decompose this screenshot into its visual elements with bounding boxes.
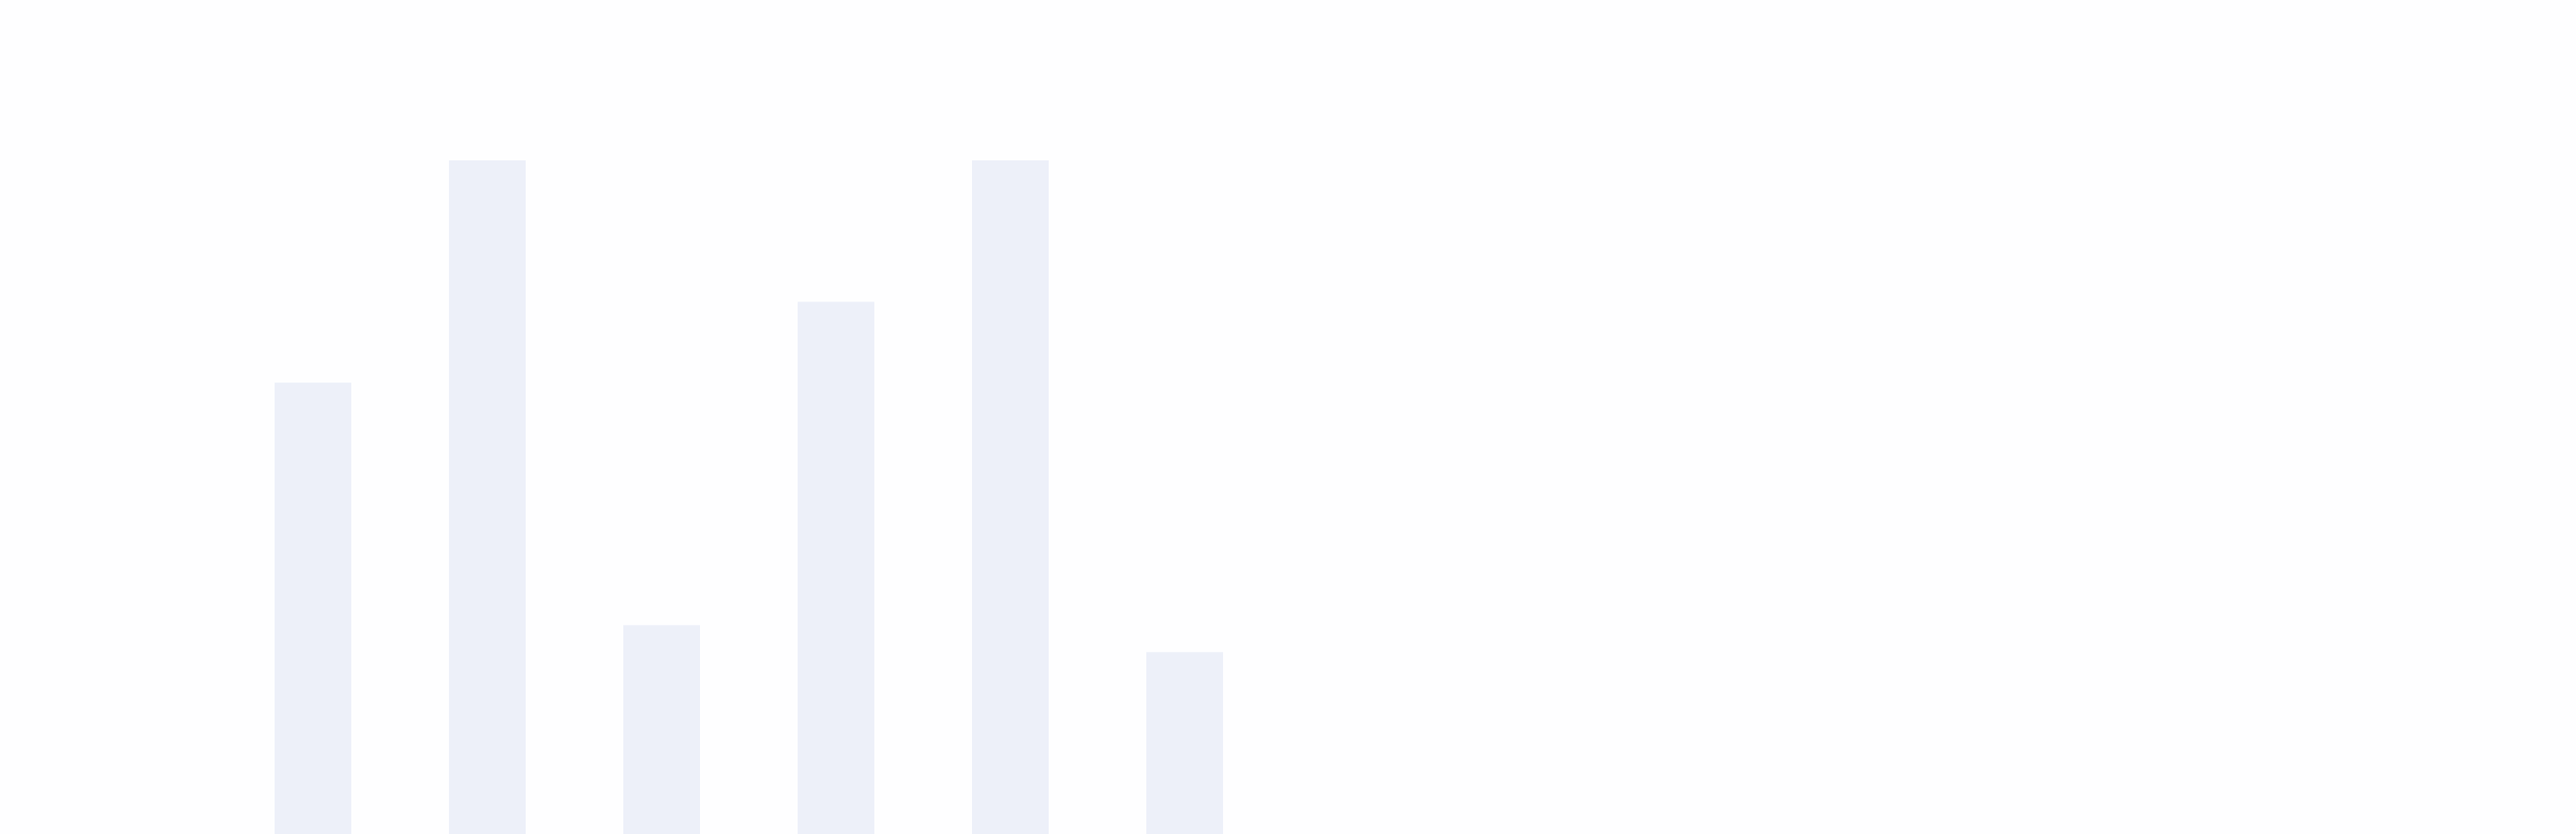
bar [1146, 652, 1223, 834]
bar [972, 160, 1049, 834]
bar [798, 302, 874, 834]
bar [449, 160, 526, 834]
bar [275, 383, 351, 834]
bar [623, 625, 700, 834]
